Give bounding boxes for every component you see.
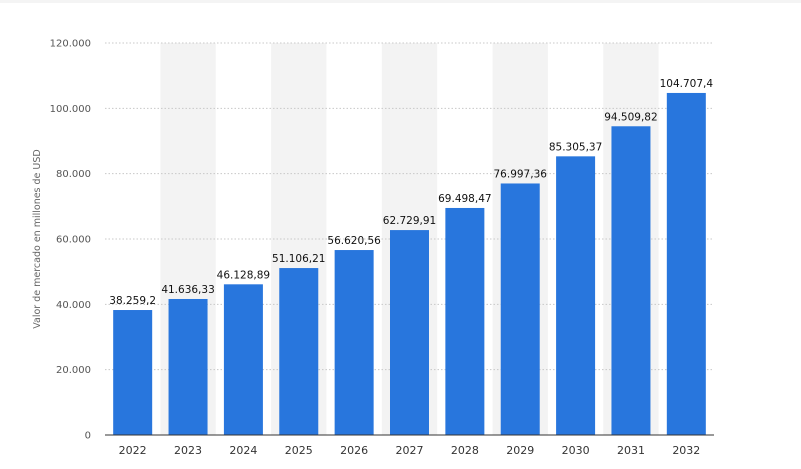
x-tick-label: 2024 (229, 444, 257, 457)
x-tick-label: 2028 (451, 444, 479, 457)
bar-2025[interactable] (279, 268, 319, 435)
bar-2031[interactable] (611, 126, 651, 436)
bar-2023[interactable] (168, 298, 208, 435)
y-tick-label: 80.000 (56, 169, 91, 180)
y-tick-label: 20.000 (56, 365, 91, 376)
top-strip (0, 0, 801, 3)
bar-2032[interactable] (666, 92, 706, 436)
bar-2030[interactable] (556, 156, 596, 435)
bar-value-label: 62.729,91 (383, 215, 436, 227)
bar-2027[interactable] (390, 230, 429, 435)
bar-value-label: 51.106,21 (272, 253, 325, 265)
x-tick-label: 2026 (340, 444, 368, 457)
x-tick-label: 2029 (506, 444, 534, 457)
bar-2024[interactable] (223, 284, 263, 435)
bar-value-label: 38.259,2 (109, 295, 156, 307)
bar-value-label: 104.707,4 (660, 78, 714, 90)
bar-value-labels: 38.259,2 41.636,3346.128,8951.106,2156.62… (109, 78, 713, 307)
x-tick-label: 2031 (617, 444, 645, 457)
bar-value-label: 85.305,37 (549, 141, 602, 153)
bar-2026[interactable] (334, 250, 374, 435)
bar-value-label: 56.620,56 (327, 235, 381, 247)
x-tick-label: 2027 (396, 444, 424, 457)
bar-2022[interactable] (113, 310, 153, 435)
bar-value-label: 41.636,33 (161, 284, 214, 296)
x-tick-label: 2022 (119, 444, 147, 457)
bar-2028[interactable] (445, 207, 485, 435)
x-tick-label: 2032 (672, 444, 700, 457)
y-tick-label: 40.000 (56, 300, 91, 311)
y-axis-ticks: 0 20.000 40.000 60.000 80.000 100.000 120.000 (50, 39, 91, 442)
bar-value-label: 76.997,36 (494, 168, 548, 180)
bar-2029[interactable] (500, 183, 540, 435)
y-tick-label: 120.000 (50, 39, 91, 50)
y-tick-label: 100.000 (50, 104, 91, 115)
y-tick-label: 60.000 (56, 235, 91, 246)
y-axis-title: Valor de mercado en millones de USD (32, 149, 43, 328)
bars (113, 92, 706, 436)
x-tick-label: 2023 (174, 444, 202, 457)
x-tick-label: 2030 (562, 444, 590, 457)
x-axis-ticks: 2022 2023 2024 2025 2026 2027 2028 2029 2030 2031… (119, 444, 701, 457)
bar-value-label: 94.509,82 (604, 111, 657, 123)
x-tick-label: 2025 (285, 444, 313, 457)
bar-value-label: 69.498,47 (438, 193, 491, 205)
bar-value-label: 46.128,89 (217, 269, 270, 281)
y-tick-label: 0 (85, 431, 91, 442)
